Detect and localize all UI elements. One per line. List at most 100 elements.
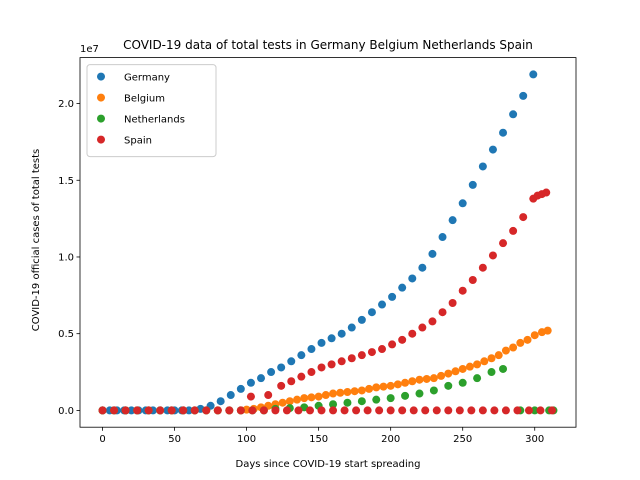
point — [350, 387, 359, 396]
point — [213, 406, 222, 415]
point — [225, 406, 234, 415]
point — [444, 369, 453, 378]
point — [307, 345, 316, 354]
point — [398, 335, 407, 344]
x-tick-label: 100 — [237, 434, 256, 445]
point — [438, 233, 447, 242]
point — [144, 406, 153, 415]
point — [398, 283, 407, 292]
point — [307, 368, 316, 377]
point — [523, 335, 532, 344]
legend-marker — [97, 72, 105, 81]
point — [478, 263, 487, 272]
point — [451, 367, 460, 376]
y-offset-label: 1e7 — [80, 44, 99, 55]
point — [340, 406, 349, 415]
point — [428, 317, 437, 326]
point — [314, 392, 323, 401]
point — [336, 388, 345, 397]
point — [277, 363, 286, 372]
point — [519, 91, 528, 100]
point — [499, 128, 508, 137]
y-tick-label: 1.0 — [58, 252, 74, 263]
point — [127, 406, 136, 415]
legend-label: Netherlands — [124, 115, 185, 126]
point — [536, 406, 545, 415]
point — [167, 406, 176, 415]
point — [448, 299, 457, 308]
y-tick-label: 2.0 — [58, 99, 74, 110]
point — [321, 391, 330, 400]
point — [415, 375, 424, 384]
point — [388, 292, 397, 301]
legend-marker — [97, 114, 105, 123]
point — [458, 378, 467, 387]
point — [343, 398, 352, 407]
point — [509, 110, 518, 119]
point — [428, 249, 437, 258]
point — [378, 345, 387, 354]
y-axis-label: COVID-19 official cases of total tests — [31, 149, 42, 331]
x-tick-label: 300 — [525, 434, 544, 445]
point — [367, 348, 376, 357]
point — [408, 377, 417, 386]
point — [378, 300, 387, 309]
point — [501, 406, 510, 415]
y-tick-label: 0.5 — [58, 329, 74, 340]
point — [487, 354, 496, 363]
plot-frame — [79, 57, 577, 428]
point — [530, 406, 539, 415]
point — [294, 406, 303, 415]
point — [488, 145, 497, 154]
point — [365, 384, 374, 393]
point — [432, 406, 441, 415]
legend-label: Germany — [124, 73, 170, 84]
point — [487, 368, 496, 377]
chart-title: COVID-19 data of total tests in Germany … — [123, 38, 533, 52]
point — [347, 354, 356, 363]
point — [458, 286, 467, 295]
point — [246, 392, 255, 401]
point — [548, 406, 557, 415]
point — [226, 391, 235, 400]
legend-marker — [97, 93, 105, 102]
x-tick-label: 150 — [309, 434, 328, 445]
point — [499, 239, 508, 248]
point — [300, 394, 309, 403]
point — [448, 216, 457, 225]
point — [317, 338, 326, 347]
point — [386, 394, 395, 403]
point — [438, 308, 447, 317]
point — [388, 340, 397, 349]
point — [216, 397, 225, 406]
point — [499, 364, 508, 373]
point — [343, 387, 352, 396]
point — [468, 180, 477, 189]
point — [329, 400, 338, 409]
point — [530, 331, 539, 340]
point — [480, 357, 489, 366]
point — [488, 251, 497, 260]
legend-label: Spain — [124, 136, 152, 147]
point — [156, 406, 165, 415]
point — [494, 351, 503, 360]
point — [337, 329, 346, 338]
point — [357, 315, 366, 324]
point — [297, 372, 306, 381]
point — [202, 406, 211, 415]
point — [297, 351, 306, 360]
point — [379, 382, 388, 391]
y-tick-label: 1.5 — [58, 176, 74, 187]
point — [329, 406, 338, 415]
point — [133, 406, 142, 415]
point — [542, 188, 551, 197]
point — [327, 334, 336, 343]
point — [444, 406, 453, 415]
point — [501, 346, 510, 355]
point — [509, 343, 518, 352]
point — [468, 275, 477, 284]
legend-box — [86, 64, 217, 158]
point — [352, 406, 361, 415]
point — [519, 213, 528, 222]
